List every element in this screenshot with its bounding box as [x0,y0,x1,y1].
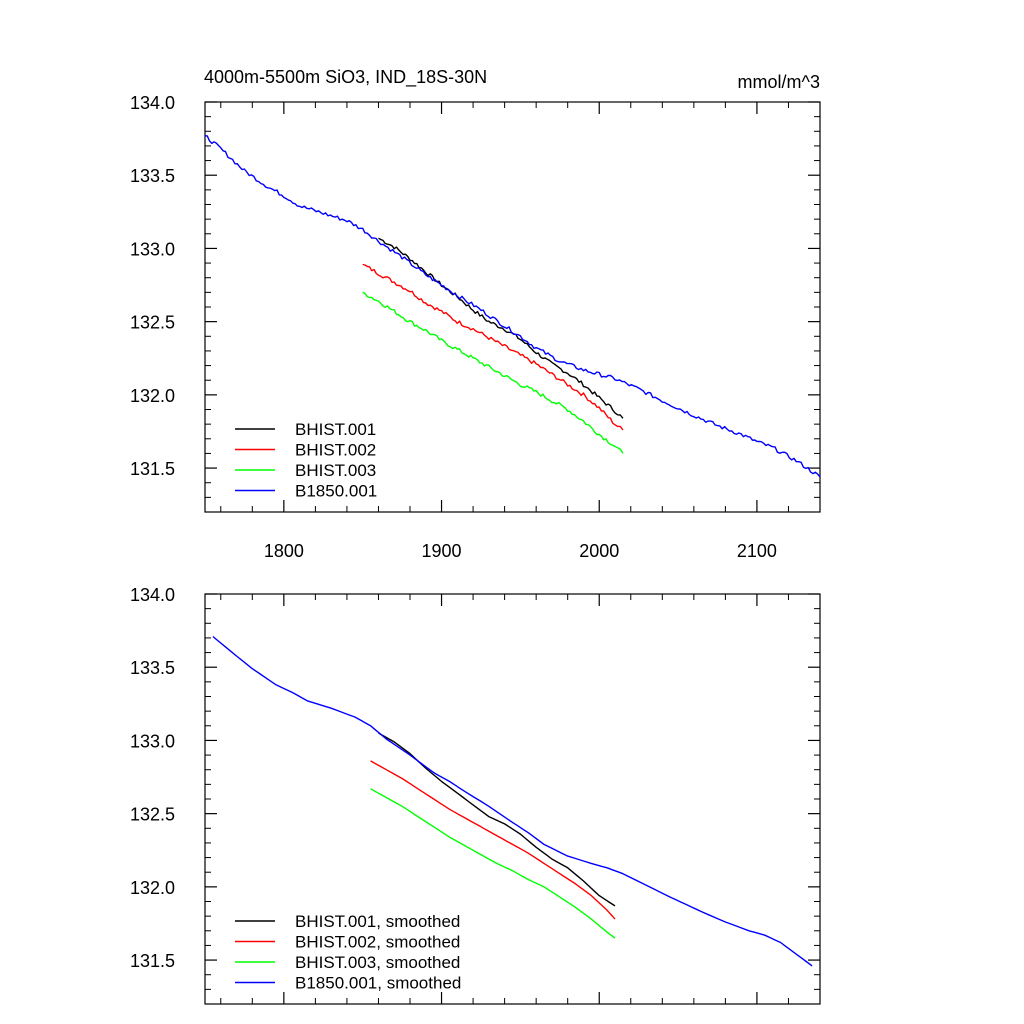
legend-label: B1850.001, smoothed [295,974,461,993]
y-tick-label: 132.5 [130,805,175,825]
x-tick-label: 2100 [737,541,777,561]
top-panel: 1800 1900 2000 2100 131.5 132.0 132.5 133.0 133.… [130,67,821,561]
legend-label: B1850.001 [295,482,377,501]
y-tick-label: 131.5 [130,951,175,971]
series-line-3 [370,788,616,939]
x-tick-label: 2000 [579,541,619,561]
legend-label: BHIST.001, smoothed [295,912,460,931]
y-tick-label: 132.5 [130,313,175,333]
y-tick-label: 134.0 [130,585,175,605]
x-tick-label: 1900 [422,541,462,561]
series-line-4 [204,135,821,478]
y-tick-label: 133.0 [130,731,175,751]
series-line-1 [378,237,624,419]
series-line-4 [212,635,813,967]
y-tick-label: 133.0 [130,239,175,259]
series-line-2 [370,760,616,920]
legend-label: BHIST.002 [295,441,376,460]
series-line-2 [362,263,624,431]
y-tick-label: 133.5 [130,166,175,186]
bottom-panel: 131.5 132.0 132.5 133.0 133.5 134.0 BHIST.001,… [130,585,821,1005]
legend-label: BHIST.003 [295,461,376,480]
y-tick-label: 133.5 [130,658,175,678]
x-tick-label: 1800 [264,541,304,561]
y-tick-label: 132.0 [130,878,175,898]
y-tick-label: 132.0 [130,386,175,406]
y-tick-label: 131.5 [130,459,175,479]
chart-title: 4000m-5500m SiO3, IND_18S-30N [204,67,487,88]
legend-label: BHIST.003, smoothed [295,953,460,972]
units-label: mmol/m^3 [738,72,820,92]
series-line-3 [362,291,624,454]
legend-label: BHIST.002, smoothed [295,933,460,952]
legend-label: BHIST.001 [295,420,376,439]
series-line-1 [378,732,616,907]
y-tick-label: 134.0 [130,93,175,113]
